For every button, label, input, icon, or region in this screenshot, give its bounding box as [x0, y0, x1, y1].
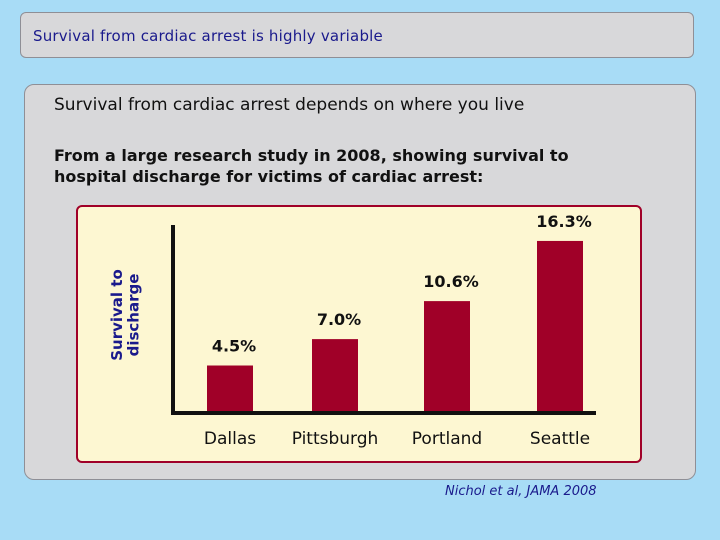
bar-portland [424, 301, 470, 411]
title-box: Survival from cardiac arrest is highly v… [20, 12, 694, 58]
slide-title: Survival from cardiac arrest is highly v… [33, 27, 383, 45]
x-tick-label-dallas: Dallas [204, 429, 256, 449]
x-tick-label-portland: Portland [412, 429, 482, 449]
bar-dallas [207, 365, 253, 411]
slide-subheading: From a large research study in 2008, sho… [54, 146, 569, 186]
data-label-seattle: 16.3% [536, 212, 592, 231]
data-label-pittsburgh: 7.0% [317, 310, 361, 329]
x-tick-label-pittsburgh: Pittsburgh [292, 429, 379, 449]
data-label-dallas: 4.5% [212, 337, 256, 356]
x-tick-label-seattle: Seattle [530, 429, 590, 449]
y-axis-label: Survival todischarge [108, 269, 143, 361]
citation: Nichol et al, JAMA 2008 [445, 484, 597, 499]
slide-heading: Survival from cardiac arrest depends on … [54, 95, 525, 115]
data-label-portland: 10.6% [423, 272, 479, 291]
bar-pittsburgh [312, 339, 358, 411]
bar-seattle [537, 240, 583, 411]
bar-chart: Survival todischarge 4.5% Dallas 7.0% Pittsb… [108, 212, 596, 449]
